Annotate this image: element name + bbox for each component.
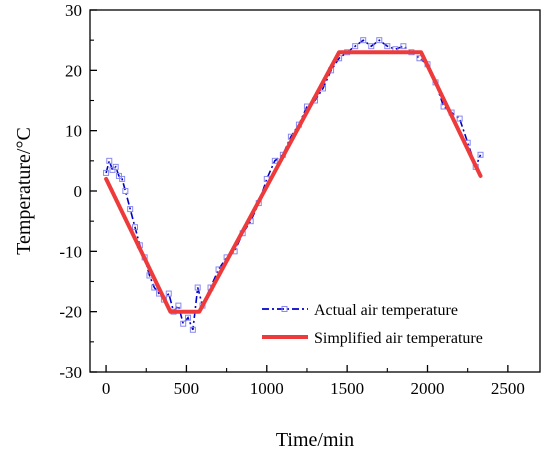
data-point — [400, 43, 407, 50]
data-point — [103, 169, 110, 176]
x-tick-label: 2500 — [491, 379, 525, 398]
x-tick-label: 500 — [174, 379, 200, 398]
legend-marker-actual — [281, 306, 288, 312]
data-point — [456, 115, 463, 122]
data-point — [119, 175, 126, 182]
data-point — [194, 284, 201, 291]
x-tick-label: 1000 — [250, 379, 284, 398]
y-tick-label: 20 — [65, 61, 82, 80]
x-tick-label: 0 — [102, 379, 111, 398]
y-axis-ticks: -30 -20 -10 0 10 20 30 — [59, 1, 97, 382]
legend-label: Simplified air temperature — [314, 330, 483, 347]
data-point — [132, 224, 138, 231]
data-point — [352, 43, 359, 50]
x-tick-label: 1500 — [330, 379, 364, 398]
data-point — [180, 320, 187, 327]
data-point — [271, 157, 278, 164]
y-tick-label: 30 — [65, 1, 82, 20]
data-point — [127, 206, 134, 213]
y-tick-label: 10 — [65, 122, 82, 141]
series-simplified — [104, 50, 483, 314]
y-tick-label: 0 — [74, 182, 83, 201]
y-tick-label: -20 — [59, 303, 82, 322]
series-layer — [103, 37, 484, 333]
data-point — [165, 290, 172, 297]
legend-label: Actual air temperature — [314, 302, 458, 319]
data-point — [477, 151, 484, 158]
data-point — [376, 37, 383, 44]
y-tick-label: -10 — [59, 242, 82, 261]
y-tick-label: -30 — [59, 363, 82, 382]
data-point — [384, 43, 391, 50]
data-point — [175, 302, 182, 309]
data-point — [112, 163, 119, 170]
y-axis-title: Temperature/°C — [13, 127, 35, 255]
data-point — [189, 326, 196, 333]
data-point — [122, 188, 129, 194]
series-line-simplified — [104, 50, 483, 314]
x-axis-title: Time/min — [276, 429, 354, 451]
data-point — [106, 157, 113, 164]
series-line-actual — [105, 39, 482, 331]
x-axis-ticks: 0 500 1000 1500 2000 2500 — [102, 365, 525, 398]
data-point — [185, 314, 192, 321]
legend: Actual air temperature Simplified air tem… — [262, 302, 483, 347]
data-point — [360, 37, 367, 44]
data-point — [368, 43, 375, 50]
data-point — [109, 166, 116, 173]
data-point — [115, 172, 122, 179]
x-tick-label: 2000 — [411, 379, 445, 398]
